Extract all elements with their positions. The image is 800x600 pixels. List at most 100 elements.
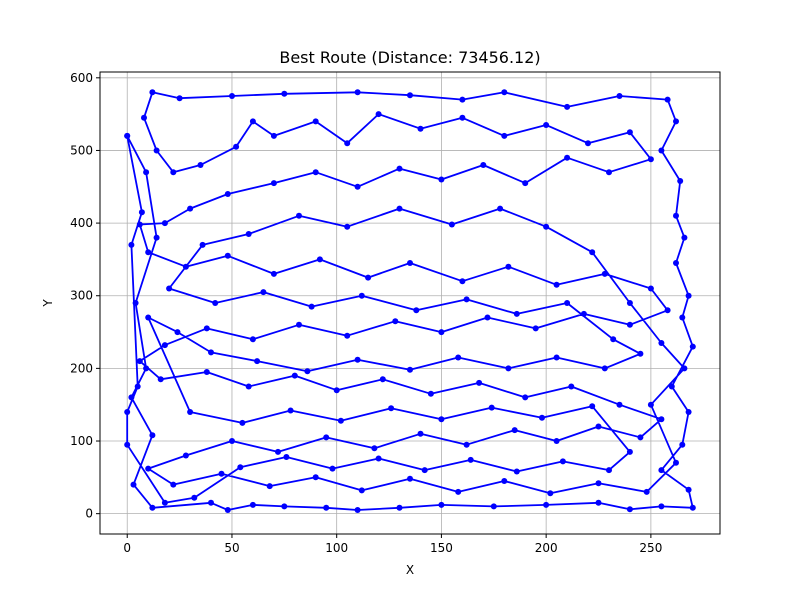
route-point (203, 325, 210, 332)
route-point (626, 129, 633, 136)
route-point (673, 118, 679, 125)
route-point (522, 394, 529, 401)
route-point (145, 465, 152, 472)
route-point (182, 452, 189, 459)
route-point (601, 270, 608, 277)
route-point (197, 162, 204, 168)
route-point (543, 223, 550, 230)
x-tick-label: 250 (639, 541, 662, 555)
route-point (344, 140, 351, 147)
route-point (270, 132, 277, 139)
route-point (260, 289, 267, 296)
route-point (553, 438, 560, 444)
route-point (553, 354, 560, 361)
route-point (658, 340, 665, 346)
route-point (132, 300, 139, 306)
route-point (281, 503, 288, 510)
route-point (626, 506, 633, 513)
route-point (130, 481, 137, 488)
route-point (589, 249, 596, 256)
route-point (124, 132, 131, 139)
route-point (187, 205, 194, 212)
route-point (323, 504, 330, 511)
route-point (245, 231, 252, 237)
route-point (463, 296, 470, 303)
route-point (488, 404, 495, 411)
route-point (438, 501, 445, 508)
route-point (354, 507, 361, 513)
y-tick-label: 200 (70, 361, 93, 375)
route-point (455, 354, 462, 361)
route-point (176, 95, 183, 102)
route-point (392, 318, 399, 325)
route-point (187, 409, 194, 415)
route-point (153, 234, 160, 241)
route-point (689, 504, 696, 511)
route-point (312, 118, 319, 125)
route-point (208, 499, 214, 506)
route-point (337, 417, 344, 424)
route-point (685, 409, 692, 415)
x-tick-label: 100 (325, 541, 348, 555)
y-tick-label: 100 (70, 434, 93, 448)
route-point (396, 205, 403, 212)
route-point (664, 96, 671, 103)
route-point (539, 414, 545, 421)
route-point (396, 165, 403, 172)
route-point (616, 93, 623, 99)
x-tick-label: 200 (535, 541, 558, 555)
route-point (647, 156, 654, 163)
route-point (658, 467, 665, 474)
route-point (463, 441, 470, 448)
plot-frame (99, 71, 721, 535)
route-point (522, 180, 529, 187)
route-point (685, 292, 692, 299)
route-point (143, 169, 150, 176)
route-point (191, 494, 198, 501)
route-point (673, 212, 679, 219)
route-point (312, 474, 319, 481)
route-point (505, 263, 512, 270)
route-point (559, 458, 566, 465)
route-point (134, 383, 141, 390)
route-point (459, 114, 466, 121)
route-point (511, 427, 518, 434)
route-point (513, 310, 520, 317)
route-point (543, 122, 550, 128)
grid (100, 72, 720, 534)
route-point (448, 221, 455, 228)
route-point (455, 488, 462, 495)
route-point (136, 358, 143, 365)
route-point (281, 90, 288, 97)
route-point (233, 143, 240, 150)
route-point (354, 356, 361, 363)
route-point (626, 321, 633, 328)
route-point (149, 432, 156, 439)
route-point (358, 487, 365, 494)
route-point (543, 501, 550, 508)
route-point (480, 162, 487, 168)
route-point (427, 390, 434, 397)
route-point (128, 394, 135, 401)
route-point (212, 300, 219, 306)
route-point (161, 220, 168, 227)
route-point (365, 274, 372, 281)
route-point (316, 256, 323, 263)
route-point (407, 260, 413, 266)
route-point (145, 314, 152, 321)
route-point (647, 285, 654, 292)
chart-title: Best Route (Distance: 73456.12) (279, 48, 540, 67)
route-point (145, 249, 152, 256)
route-point (679, 314, 686, 321)
y-tick-label: 600 (70, 71, 93, 85)
x-axis-ticks: 0 50 100 150 200 250 (123, 534, 662, 555)
route-point (681, 365, 688, 372)
route-point (375, 455, 382, 462)
route-point (249, 501, 256, 508)
route-point (308, 303, 315, 310)
route-point (438, 416, 445, 423)
route-point (138, 209, 145, 216)
route-point (199, 241, 206, 248)
route-point (413, 307, 420, 314)
